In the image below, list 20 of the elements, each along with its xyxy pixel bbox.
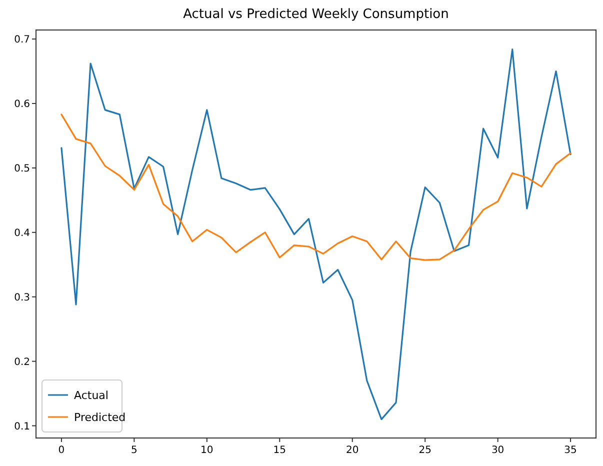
x-tick-label: 25 (418, 445, 432, 456)
x-tick-label: 30 (491, 445, 504, 456)
line-series (60, 114, 572, 261)
x-tick-label: 10 (200, 445, 214, 456)
x-tick-label: 5 (130, 445, 138, 456)
y-tick-label: 0.5 (14, 163, 30, 174)
line-series (60, 48, 572, 420)
y-tick-label: 0.6 (14, 98, 30, 110)
legend-label: Actual (74, 389, 108, 402)
legend-label: Predicted (74, 411, 126, 424)
y-tick-label: 0.4 (14, 228, 30, 239)
y-tick-label: 0.1 (14, 421, 30, 432)
y-tick-label: 0.7 (14, 34, 30, 46)
x-tick-label: 35 (564, 445, 577, 456)
y-tick-label: 0.3 (14, 292, 30, 304)
x-tick-label: 20 (346, 445, 359, 456)
x-tick-label: 15 (273, 445, 286, 456)
y-tick-label: 0.2 (14, 356, 30, 368)
x-tick-label: 0 (58, 445, 65, 456)
chart-title: Actual vs Predicted Weekly Consumption (183, 7, 449, 22)
